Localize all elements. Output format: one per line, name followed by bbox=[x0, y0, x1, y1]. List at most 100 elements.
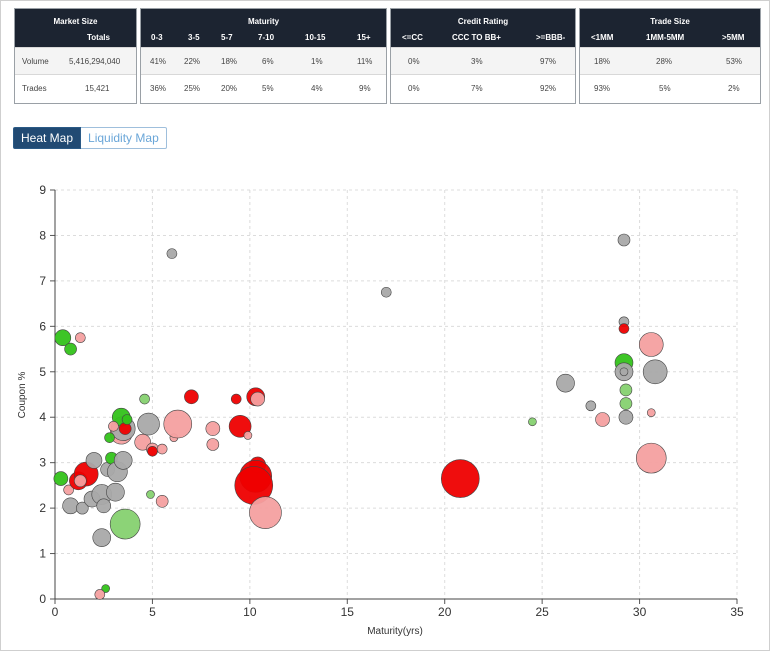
credit-rating-cell: 0% bbox=[408, 84, 420, 93]
data-point bbox=[155, 494, 169, 508]
credit-rating-cell: 7% bbox=[471, 84, 483, 93]
credit-rating-col: >=BBB- bbox=[536, 33, 566, 42]
trade-size-header: Trade Size <1MM 1MM-5MM >5MM bbox=[580, 9, 760, 47]
data-point bbox=[556, 373, 575, 393]
data-point bbox=[75, 501, 89, 515]
data-point bbox=[166, 248, 178, 259]
data-point bbox=[109, 508, 141, 540]
chart-points bbox=[53, 233, 668, 600]
data-point bbox=[104, 432, 115, 443]
trade-size-cell: 93% bbox=[594, 84, 611, 93]
data-point bbox=[96, 498, 112, 514]
maturity-col: 3-5 bbox=[188, 33, 200, 42]
x-tick-label: 25 bbox=[535, 605, 549, 619]
x-tick-label: 15 bbox=[341, 605, 355, 619]
trade-size-title: Trade Size bbox=[650, 17, 690, 26]
y-tick-label: 2 bbox=[39, 501, 46, 515]
data-point bbox=[85, 452, 103, 469]
trades-total: 15,421 bbox=[85, 84, 110, 93]
x-tick-label: 35 bbox=[730, 605, 744, 619]
maturity-cell: 6% bbox=[262, 57, 274, 66]
data-point bbox=[134, 433, 151, 451]
row-label: Volume bbox=[22, 57, 49, 66]
volume-total: 5,416,294,040 bbox=[69, 57, 121, 66]
map-toggle: Heat Map Liquidity Map bbox=[13, 127, 167, 149]
y-tick-label: 3 bbox=[39, 456, 46, 470]
maturity-cell: 1% bbox=[311, 57, 323, 66]
data-point bbox=[75, 332, 86, 343]
data-point bbox=[147, 446, 158, 457]
trade-size-panel: Trade Size <1MM 1MM-5MM >5MM 18% 28% 53%… bbox=[579, 8, 761, 104]
x-tick-label: 10 bbox=[243, 605, 257, 619]
data-point bbox=[380, 286, 392, 298]
data-point bbox=[249, 496, 282, 529]
trade-size-cell: 5% bbox=[659, 84, 671, 93]
data-point bbox=[646, 408, 656, 417]
maturity-cell: 5% bbox=[262, 84, 274, 93]
table-row: Trades 15,421 bbox=[15, 74, 136, 101]
chart-axes: 0 5 10 15 20 25 30 35 0 1 2 3 4 5 6 7 8 9 bbox=[39, 183, 744, 619]
market-size-panel: Market Size Totals Volume 5,416,294,040 … bbox=[14, 8, 137, 104]
credit-rating-cell: 92% bbox=[540, 84, 557, 93]
data-point bbox=[619, 383, 633, 397]
y-tick-label: 0 bbox=[39, 592, 46, 606]
data-point bbox=[53, 471, 69, 486]
maturity-cell: 9% bbox=[359, 84, 371, 93]
y-tick-label: 5 bbox=[39, 365, 46, 379]
data-point bbox=[63, 484, 74, 496]
table-row: 41% 22% 18% 6% 1% 11% bbox=[141, 47, 386, 74]
data-point bbox=[205, 421, 221, 436]
maturity-cell: 36% bbox=[150, 84, 167, 93]
table-row: 18% 28% 53% bbox=[580, 47, 760, 74]
credit-rating-cell: 0% bbox=[408, 57, 420, 66]
y-tick-label: 6 bbox=[39, 319, 46, 333]
data-point bbox=[243, 431, 253, 440]
data-point bbox=[638, 332, 664, 357]
x-tick-label: 0 bbox=[52, 605, 59, 619]
heat-map-button[interactable]: Heat Map bbox=[13, 127, 82, 149]
maturity-col: 7-10 bbox=[258, 33, 275, 42]
credit-rating-title: Credit Rating bbox=[457, 17, 509, 26]
data-point bbox=[62, 497, 79, 515]
maturity-col: 10-15 bbox=[305, 33, 326, 42]
data-point bbox=[146, 490, 155, 499]
trade-size-cell: 53% bbox=[726, 57, 743, 66]
data-point bbox=[121, 414, 133, 425]
data-point bbox=[156, 443, 168, 455]
credit-rating-header: Credit Rating <=CC CCC TO BB+ >=BBB- bbox=[391, 9, 575, 47]
maturity-cell: 18% bbox=[221, 57, 238, 66]
liquidity-map-button[interactable]: Liquidity Map bbox=[81, 127, 167, 149]
trade-size-col: 1MM-5MM bbox=[646, 33, 685, 42]
y-tick-label: 9 bbox=[39, 183, 46, 197]
data-point bbox=[137, 412, 160, 436]
credit-rating-cell: 97% bbox=[540, 57, 557, 66]
data-point bbox=[642, 359, 668, 385]
data-point bbox=[230, 393, 242, 405]
x-axis-label: Maturity(yrs) bbox=[367, 626, 423, 637]
data-point bbox=[618, 409, 634, 425]
data-point bbox=[528, 417, 537, 427]
credit-rating-panel: Credit Rating <=CC CCC TO BB+ >=BBB- 0% … bbox=[390, 8, 576, 104]
table-row: 93% 5% 2% bbox=[580, 74, 760, 101]
trade-size-col: <1MM bbox=[591, 33, 614, 42]
market-size-col-totals: Totals bbox=[87, 33, 110, 42]
table-row: 0% 3% 97% bbox=[391, 47, 575, 74]
y-tick-label: 7 bbox=[39, 274, 46, 288]
data-point bbox=[92, 528, 112, 547]
maturity-cell: 25% bbox=[184, 84, 201, 93]
maturity-cell: 22% bbox=[184, 57, 201, 66]
chart-grid bbox=[55, 189, 738, 599]
data-point bbox=[108, 421, 119, 432]
data-point bbox=[595, 412, 610, 427]
y-tick-label: 8 bbox=[39, 228, 46, 242]
data-point bbox=[619, 397, 633, 410]
market-size-header: Market Size Totals bbox=[15, 9, 136, 47]
data-point bbox=[139, 393, 150, 405]
data-point bbox=[184, 389, 199, 405]
trade-size-cell: 2% bbox=[728, 84, 740, 93]
data-point bbox=[101, 584, 110, 593]
data-point bbox=[635, 442, 667, 474]
credit-rating-cell: 3% bbox=[471, 57, 483, 66]
trade-size-cell: 28% bbox=[656, 57, 673, 66]
y-axis-label: Coupon % bbox=[17, 372, 28, 419]
